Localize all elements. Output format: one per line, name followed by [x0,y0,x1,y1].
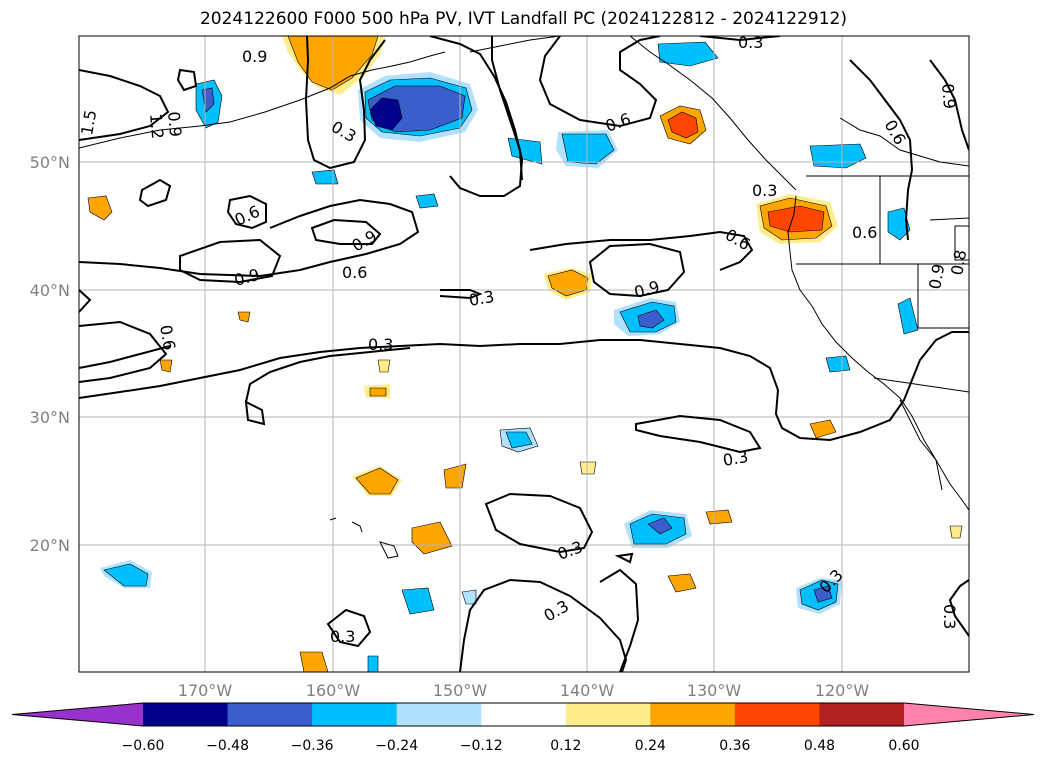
contour-label: 0.3 [541,596,573,625]
map-frame [78,35,970,673]
colorbar-extend-low [12,703,143,726]
colorbar-segment [143,703,229,726]
contour-label: 0.6 [852,223,877,242]
colorbar-tick-label: 0.36 [719,738,750,754]
lon-label-160: 160°W [306,681,361,700]
map-area: 0.9 0.3 1.5 1.2 0.9 0.6 0.6 0.9 0.9 0.6 … [77,33,970,672]
contour-label: 0.9 [164,111,185,138]
contour-label: 0.9 [938,83,959,110]
contour-label: 0.3 [368,335,393,354]
colorbar-tick-label: 0.60 [888,738,919,754]
contour-label: 1.2 [146,113,167,140]
lon-label-170: 170°W [178,681,233,700]
colorbar-tick-label: 0.24 [635,738,666,754]
shading-layer [87,36,963,672]
colorbar-tick-label: −0.24 [375,738,418,754]
contour-label: 0.6 [156,323,179,351]
contour-label: 0.6 [342,263,367,282]
longitude-labels: 170°W 160°W 150°W 140°W 130°W 120°W [178,681,870,700]
contour-label: 0.3 [721,447,749,470]
contour-label: 0.3 [752,181,777,200]
contour-label: 0.3 [555,537,585,564]
contour-label: 0.9 [925,262,948,290]
contour-label: 0.3 [940,604,959,629]
lat-label-30: 30°N [30,408,70,427]
contour-label: 0.9 [632,277,662,302]
colorbar-outline [11,702,1035,727]
contour-label: 0.3 [467,287,495,310]
colorbar-segment [312,703,398,726]
map-title: 2024122600 F000 500 hPa PV, IVT Landfall… [199,9,847,29]
colorbar-segment [227,703,313,726]
colorbar-tick-label: 0.12 [550,738,581,754]
contour-label: 0.9 [242,47,267,66]
contour-label: 0.3 [330,627,355,646]
colorbar-tick-label: 0.48 [804,738,835,754]
contour-label: 0.6 [881,117,910,149]
coastlines [79,36,969,559]
contour-label: 0.6 [722,225,754,254]
lat-label-50: 50°N [30,153,70,172]
contour-label: 0.9 [232,265,262,290]
lon-label-150: 150°W [433,681,488,700]
contour-lines [79,36,969,672]
latitude-labels: 50°N 40°N 30°N 20°N [30,153,70,555]
colorbar-extend-high [904,703,1034,726]
colorbar [11,702,1035,727]
lon-label-130: 130°W [687,681,742,700]
lon-label-120: 120°W [815,681,870,700]
colorbar-segment [565,703,651,726]
colorbar-tick-label: −0.48 [206,738,249,754]
lat-label-20: 20°N [30,536,70,555]
colorbar-segment [734,703,820,726]
contour-label: 0.3 [738,33,763,52]
colorbar-segment [481,703,567,726]
contour-label: 0.6 [603,109,633,136]
colorbar-segment [650,703,736,726]
colorbar-segment [396,703,482,726]
colorbar-tick-label: −0.60 [122,738,165,754]
colorbar-labels: −0.60 −0.48 −0.36 −0.24 −0.12 0.12 0.24 0.36 0.4… [122,738,920,754]
lat-label-40: 40°N [30,281,70,300]
colorbar-tick-label: −0.12 [460,738,503,754]
contour-label: 0.8 [947,248,970,276]
colorbar-tick-label: −0.36 [291,738,334,754]
contour-label: 1.5 [77,108,100,136]
lon-label-140: 140°W [560,681,615,700]
colorbar-segment [819,703,905,726]
gridlines [79,36,969,672]
